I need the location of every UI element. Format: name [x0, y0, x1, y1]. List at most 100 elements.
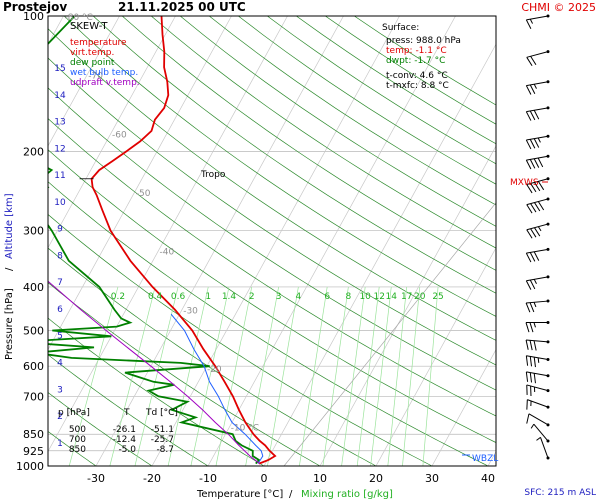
barb-feather — [525, 355, 529, 366]
barb-staff — [526, 371, 549, 377]
table-row-850-td: -8.7 — [156, 445, 174, 455]
dry-adiabat — [92, 16, 496, 294]
altitude-tick-label: 15 — [54, 64, 65, 74]
barb-staff — [526, 155, 549, 161]
wind-barb — [525, 275, 550, 290]
barb-staff — [526, 276, 549, 282]
barb-feather — [534, 182, 541, 192]
mixing-ratio-line — [356, 286, 380, 466]
mixing-ratio-label: 0.2 — [111, 292, 125, 302]
dry-adiabat — [48, 214, 433, 466]
wind-barb — [526, 413, 550, 427]
mixing-ratio-label: 2 — [249, 292, 255, 302]
barb-station-dot — [546, 177, 550, 181]
isotherm-label: -80 °C — [65, 13, 93, 23]
barb-staff — [527, 399, 549, 408]
dry-adiabat — [179, 16, 496, 227]
barb-station-dot — [546, 14, 550, 18]
isotherm — [95, 16, 344, 466]
legend-updraft: udpraft v.temp. — [70, 78, 140, 88]
isotherm — [48, 16, 176, 249]
legend: SKEW-T temperature virt.temp. dew point … — [70, 21, 140, 88]
barb-station-dot — [546, 80, 550, 84]
barb-staff — [526, 223, 549, 231]
wind-barb — [525, 14, 550, 29]
wind-barb — [525, 339, 550, 351]
y-axis-label: Pressure [hPa] — [4, 288, 15, 360]
barb-staff — [526, 178, 549, 185]
barb-station-dot — [546, 340, 550, 344]
isotherm — [375, 247, 496, 466]
altitude-tick-label: 1 — [57, 439, 63, 449]
legend-title: SKEW-T — [70, 21, 108, 32]
barb-feather — [537, 181, 545, 191]
barb-station-dot — [546, 106, 550, 110]
dry-adiabat — [63, 16, 496, 317]
barb-feather — [529, 340, 533, 351]
barb-staff — [526, 15, 549, 21]
table-row-850-t: -5.0 — [118, 445, 136, 455]
y-axis-label-altitude: Altitude [km] — [4, 193, 15, 259]
table-header-p: p [hPa] — [58, 408, 90, 418]
barb-feather — [533, 138, 540, 148]
altitude-tick-label: 14 — [54, 91, 66, 101]
barb-feather — [533, 279, 537, 285]
pressure-tick-label: 200 — [23, 145, 44, 158]
x-axis-separator: / — [289, 489, 293, 500]
surface-info-box: Surface: press: 988.0 hPa temp: -1.1 °C … — [382, 23, 461, 91]
wind-barb — [526, 177, 550, 194]
barb-feather — [525, 252, 532, 263]
mixing-ratio-line — [370, 286, 392, 466]
barb-station-dot — [546, 222, 550, 226]
datetime-title: 21.11.2025 00 UTC — [118, 0, 246, 14]
barb-feather — [526, 413, 530, 424]
table-row-500-p: 500 — [69, 425, 86, 435]
barb-staff — [526, 384, 549, 392]
barb-feather — [529, 322, 534, 333]
isotherm-label: -60 — [112, 130, 127, 140]
isotherm-label: -30 — [183, 306, 198, 316]
mixing-ratio-label: 14 — [386, 292, 398, 302]
mixing-ratio-line — [299, 286, 328, 466]
barb-station-dot — [546, 439, 550, 443]
mixing-ratio-line — [68, 286, 119, 466]
barb-feather — [530, 56, 537, 66]
mixing-ratio-label: 17 — [401, 292, 412, 302]
isotherm — [431, 348, 496, 466]
barb-feather — [533, 83, 537, 89]
series-line-temperature — [90, 16, 277, 465]
tropopause-label: Tropo — [200, 170, 226, 180]
barb-feather — [530, 203, 537, 213]
barb-staff — [526, 51, 549, 58]
x-axis-title: Temperature [°C] / Mixing ratio [g/kg] — [196, 489, 393, 500]
barb-feather — [525, 85, 532, 95]
wind-barb — [526, 222, 550, 239]
barb-feather — [525, 19, 532, 29]
barb-feather — [533, 251, 540, 261]
barb-station-dot — [546, 247, 550, 251]
wind-barbs — [525, 14, 550, 460]
dry-adiabat — [121, 16, 496, 271]
dry-adiabat — [48, 354, 209, 466]
altitude-tick-label: 13 — [54, 118, 65, 128]
table-row-700-td: -25.7 — [151, 435, 174, 445]
barb-feather — [536, 436, 541, 441]
barb-feather — [530, 423, 535, 429]
isotherm — [48, 16, 288, 453]
mixing-ratio-line — [167, 286, 209, 466]
mixing-ratio-line — [190, 286, 230, 466]
mixing-ratio-label: 0.4 — [148, 292, 163, 302]
barb-feather — [525, 139, 532, 150]
dry-adiabat — [150, 16, 496, 249]
barb-station-dot — [546, 134, 550, 138]
sounding-curves — [48, 16, 277, 465]
surface-temp: temp: -1.1 °C — [386, 46, 447, 56]
isotherm — [48, 16, 120, 147]
barb-feather — [529, 159, 536, 169]
barb-feather — [525, 371, 529, 382]
barb-feather — [534, 227, 541, 237]
altitude-tick-label: 7 — [57, 278, 63, 288]
mixing-ratio-label: 1.4 — [222, 292, 237, 302]
